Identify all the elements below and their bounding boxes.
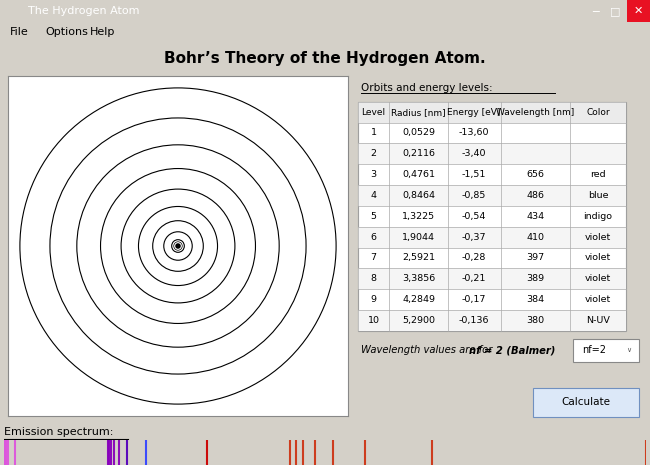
Text: 397: 397 — [526, 253, 545, 262]
Text: violet: violet — [585, 295, 611, 304]
Bar — [358, 310, 626, 331]
Text: Bohr’s Theory of the Hydrogen Atom.: Bohr’s Theory of the Hydrogen Atom. — [164, 51, 486, 66]
Bar — [358, 185, 626, 206]
Text: -13,60: -13,60 — [459, 128, 489, 138]
Circle shape — [176, 244, 180, 248]
Text: 0,2116: 0,2116 — [402, 149, 435, 158]
Text: 9: 9 — [370, 295, 377, 304]
Text: 434: 434 — [526, 212, 545, 221]
Text: 4: 4 — [370, 191, 377, 200]
Text: 5,2900: 5,2900 — [402, 316, 435, 325]
Text: 486: 486 — [526, 191, 545, 200]
Text: nf = 2 (Balmer): nf = 2 (Balmer) — [469, 345, 556, 355]
Text: -1,51: -1,51 — [462, 170, 486, 179]
Text: Emission spectrum:: Emission spectrum: — [4, 427, 113, 437]
Text: ∨: ∨ — [626, 347, 631, 353]
Text: nf=2: nf=2 — [582, 345, 606, 355]
Text: 5: 5 — [370, 212, 377, 221]
Text: 410: 410 — [526, 232, 545, 242]
Text: Options: Options — [45, 27, 88, 37]
Text: violet: violet — [585, 232, 611, 242]
Text: -0,136: -0,136 — [459, 316, 489, 325]
Text: indigo: indigo — [584, 212, 612, 221]
Text: 656: 656 — [526, 170, 545, 179]
Text: 389: 389 — [526, 274, 545, 283]
Bar — [627, 0, 650, 22]
Text: -0,17: -0,17 — [462, 295, 486, 304]
Text: 3,3856: 3,3856 — [402, 274, 436, 283]
Text: 1,3225: 1,3225 — [402, 212, 435, 221]
Text: 1: 1 — [370, 128, 377, 138]
Text: ─: ─ — [592, 6, 599, 16]
Text: 3: 3 — [370, 170, 377, 179]
Text: -0,21: -0,21 — [462, 274, 486, 283]
Text: 384: 384 — [526, 295, 545, 304]
Text: 2,5921: 2,5921 — [402, 253, 435, 262]
Bar — [358, 102, 626, 331]
Text: -0,54: -0,54 — [462, 212, 486, 221]
Text: violet: violet — [585, 274, 611, 283]
FancyBboxPatch shape — [533, 388, 639, 417]
Text: 1,9044: 1,9044 — [402, 232, 435, 242]
Bar — [358, 268, 626, 289]
Text: blue: blue — [588, 191, 608, 200]
Text: violet: violet — [585, 253, 611, 262]
Text: Level: Level — [361, 108, 385, 117]
Text: 380: 380 — [526, 316, 545, 325]
Text: red: red — [590, 170, 606, 179]
Text: 2: 2 — [370, 149, 377, 158]
Bar — [358, 102, 626, 123]
Text: -3,40: -3,40 — [462, 149, 486, 158]
Text: Wavelength values are for: Wavelength values are for — [361, 345, 495, 355]
Text: □: □ — [610, 6, 620, 16]
Text: -0,85: -0,85 — [462, 191, 486, 200]
Bar — [358, 227, 626, 247]
Text: 10: 10 — [368, 316, 380, 325]
Text: Calculate: Calculate — [562, 398, 610, 407]
Text: File: File — [10, 27, 29, 37]
Text: Energy [eV]: Energy [eV] — [447, 108, 501, 117]
Text: ✕: ✕ — [633, 6, 643, 16]
Text: N-UV: N-UV — [586, 316, 610, 325]
Text: Color: Color — [586, 108, 610, 117]
Bar — [358, 143, 626, 164]
Text: Wavelength [nm]: Wavelength [nm] — [497, 108, 575, 117]
Text: The Hydrogen Atom: The Hydrogen Atom — [28, 6, 140, 16]
Text: 0,8464: 0,8464 — [402, 191, 435, 200]
Text: Help: Help — [90, 27, 116, 37]
Text: Radius [nm]: Radius [nm] — [391, 108, 446, 117]
Text: -0,37: -0,37 — [462, 232, 486, 242]
FancyBboxPatch shape — [573, 339, 639, 362]
Text: 0,4761: 0,4761 — [402, 170, 435, 179]
Text: 4,2849: 4,2849 — [402, 295, 435, 304]
Text: 8: 8 — [370, 274, 377, 283]
Text: 6: 6 — [370, 232, 377, 242]
Text: 0,0529: 0,0529 — [402, 128, 435, 138]
Text: -0,28: -0,28 — [462, 253, 486, 262]
Text: 7: 7 — [370, 253, 377, 262]
Text: Orbits and energy levels:: Orbits and energy levels: — [361, 82, 493, 93]
